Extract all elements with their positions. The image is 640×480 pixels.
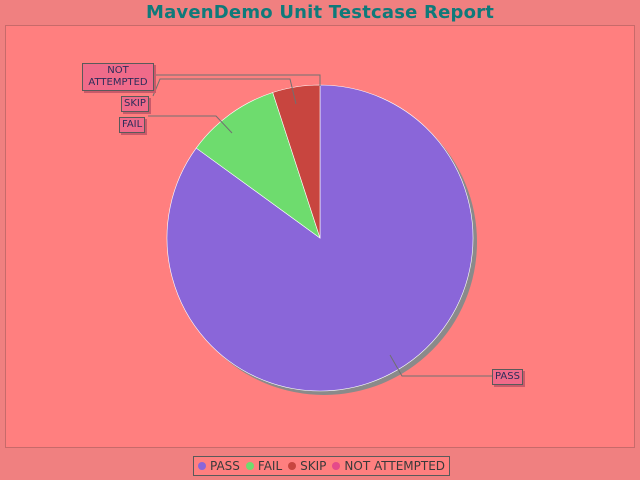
legend-item-pass: PASS xyxy=(198,459,240,473)
legend-swatch-skip xyxy=(288,462,297,470)
slice-label-fail: FAIL xyxy=(119,117,146,133)
leader-skip xyxy=(152,78,297,105)
legend-swatch-pass xyxy=(198,462,206,470)
leader-fail xyxy=(148,115,233,134)
pie-slice-fail xyxy=(195,92,321,239)
legend: PASS FAIL SKIP NOT ATTEMPTED xyxy=(193,456,451,476)
legend-item-skip: SKIP xyxy=(288,459,326,473)
legend-item-fail: FAIL xyxy=(245,459,283,473)
slice-label-not-attempted-line1: NOT xyxy=(107,65,129,76)
slice-label-not-attempted: NOT ATTEMPTED xyxy=(82,63,154,91)
legend-label-pass: PASS xyxy=(210,459,240,473)
legend-label-fail: FAIL xyxy=(257,459,283,473)
legend-label-not-attempted: NOT ATTEMPTED xyxy=(344,459,446,473)
slice-label-pass: PASS xyxy=(492,369,523,385)
chart-title: MavenDemo Unit Testcase Report xyxy=(145,2,495,23)
legend-item-not-attempted: NOT ATTEMPTED xyxy=(332,459,445,473)
slice-label-not-attempted-line2: ATTEMPTED xyxy=(88,77,148,88)
slice-label-skip: SKIP xyxy=(121,96,149,112)
leader-not-attempted xyxy=(152,74,321,86)
leader-pass xyxy=(389,354,492,377)
legend-label-skip: SKIP xyxy=(300,459,327,473)
legend-swatch-not-attempted xyxy=(332,462,341,470)
legend-swatch-fail xyxy=(245,462,254,470)
